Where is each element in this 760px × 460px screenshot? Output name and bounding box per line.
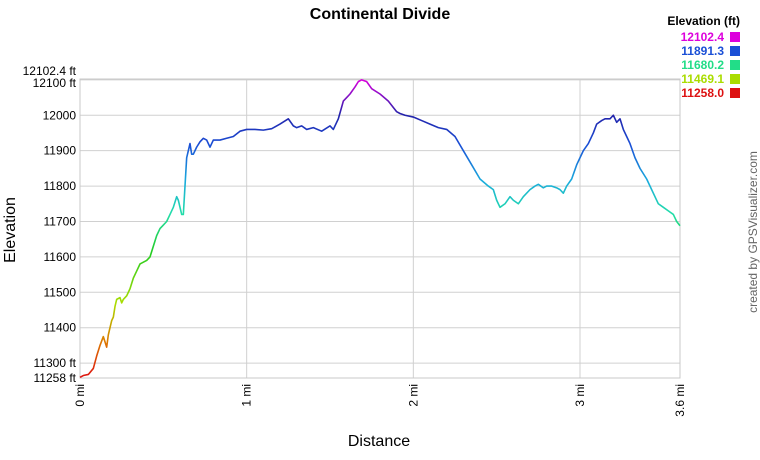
legend-entry-label: 12102.4	[681, 30, 725, 44]
x-tick-label: 1 mi	[240, 384, 254, 407]
legend-entry-label: 11680.2	[681, 58, 724, 72]
x-tick-label: 2 mi	[406, 384, 420, 407]
y-tick-label: 11500	[44, 285, 77, 299]
y-tick-label: 11400	[44, 321, 77, 335]
plot-area-border	[79, 78, 681, 379]
y-tick-label: 12100 ft	[33, 76, 77, 90]
legend-swatch	[730, 32, 740, 42]
x-axis-label: Distance	[348, 433, 410, 450]
y-tick-label: 11258 ft	[34, 371, 77, 385]
y-tick-label: 11300 ft	[34, 356, 77, 370]
elevation-series-line	[79, 79, 681, 378]
legend-swatch	[730, 74, 740, 84]
legend: Elevation (ft) 12102.411891.311680.21146…	[667, 14, 740, 100]
y-tick-label: 12000	[43, 108, 77, 122]
legend-swatch	[730, 60, 740, 70]
legend-title: Elevation (ft)	[667, 14, 740, 28]
legend-swatch	[730, 88, 740, 98]
y-tick-label: 12102.4 ft	[23, 64, 77, 78]
x-axis-ticks: 0 mi 1 mi 2 mi 3 mi 3.6 mi	[73, 384, 687, 417]
chart-title: Continental Divide	[310, 6, 451, 23]
legend-entry-label: 11469.1	[681, 72, 724, 86]
grid-lines	[79, 78, 681, 379]
x-tick-label: 3.6 mi	[673, 384, 687, 417]
x-tick-label: 0 mi	[73, 384, 87, 407]
y-tick-label: 11700	[44, 214, 77, 228]
credit-text: created by GPSVisualizer.com	[746, 151, 760, 313]
y-tick-label: 11800	[44, 179, 77, 193]
y-tick-label: 11600	[44, 250, 77, 264]
x-tick-label: 3 mi	[573, 384, 587, 407]
legend-swatch	[730, 46, 740, 56]
legend-entry-label: 11258.0	[681, 86, 724, 100]
legend-entry-label: 11891.3	[681, 44, 724, 58]
y-tick-label: 11900	[44, 144, 77, 158]
y-axis-label: Elevation	[2, 197, 19, 263]
